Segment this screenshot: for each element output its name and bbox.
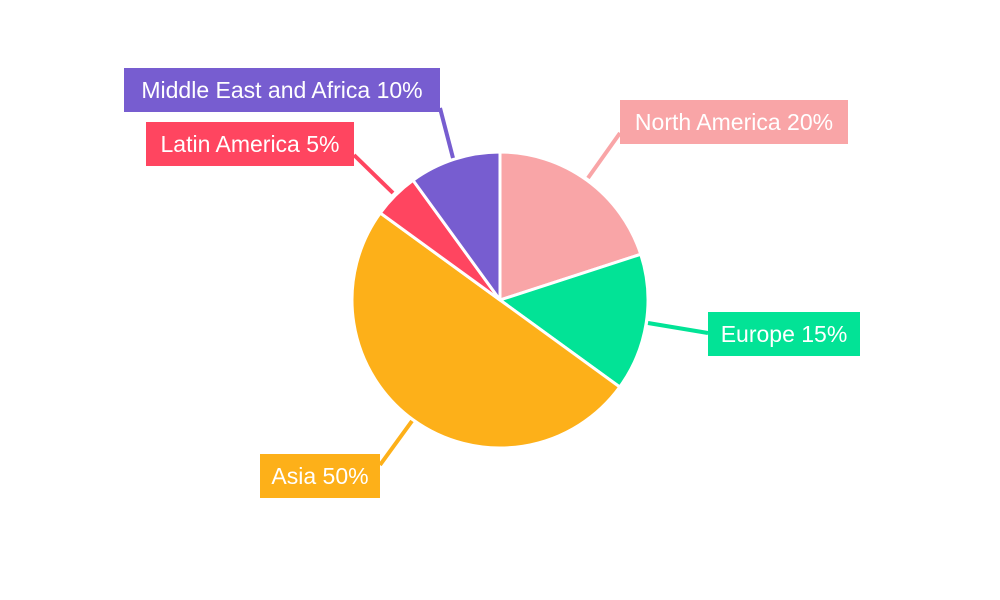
connector-asia <box>378 419 414 467</box>
data-label-latin-america: Latin America 5% <box>161 131 340 157</box>
label-box-europe <box>708 312 860 356</box>
connector-middle-east-and-africa <box>438 107 455 159</box>
connector-europe <box>647 321 709 335</box>
data-label-north-america: North America 20% <box>635 109 833 135</box>
data-label-middle-east-and-africa: Middle East and Africa 10% <box>141 77 422 103</box>
connector-north-america <box>586 131 622 180</box>
label-box-north-america <box>620 100 848 144</box>
label-box-asia <box>260 454 380 498</box>
slice-europe[interactable] <box>498 252 650 389</box>
label-box-middle-east-and-africa <box>124 68 440 112</box>
slice-middle-east-and-africa[interactable] <box>411 150 502 302</box>
slice-asia[interactable] <box>350 211 622 450</box>
connector-latin-america <box>352 153 395 195</box>
label-box-latin-america <box>146 122 354 166</box>
data-label-europe: Europe 15% <box>721 321 848 347</box>
data-label-asia: Asia 50% <box>271 463 368 489</box>
slice-north-america[interactable] <box>498 150 643 302</box>
